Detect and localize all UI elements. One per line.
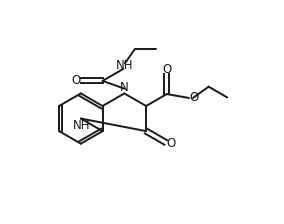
Text: O: O: [71, 74, 80, 87]
Text: O: O: [166, 137, 176, 150]
Text: O: O: [162, 63, 172, 76]
Text: NH: NH: [116, 58, 134, 71]
Text: N: N: [120, 82, 129, 95]
Text: NH: NH: [73, 118, 91, 132]
Text: O: O: [189, 91, 199, 104]
